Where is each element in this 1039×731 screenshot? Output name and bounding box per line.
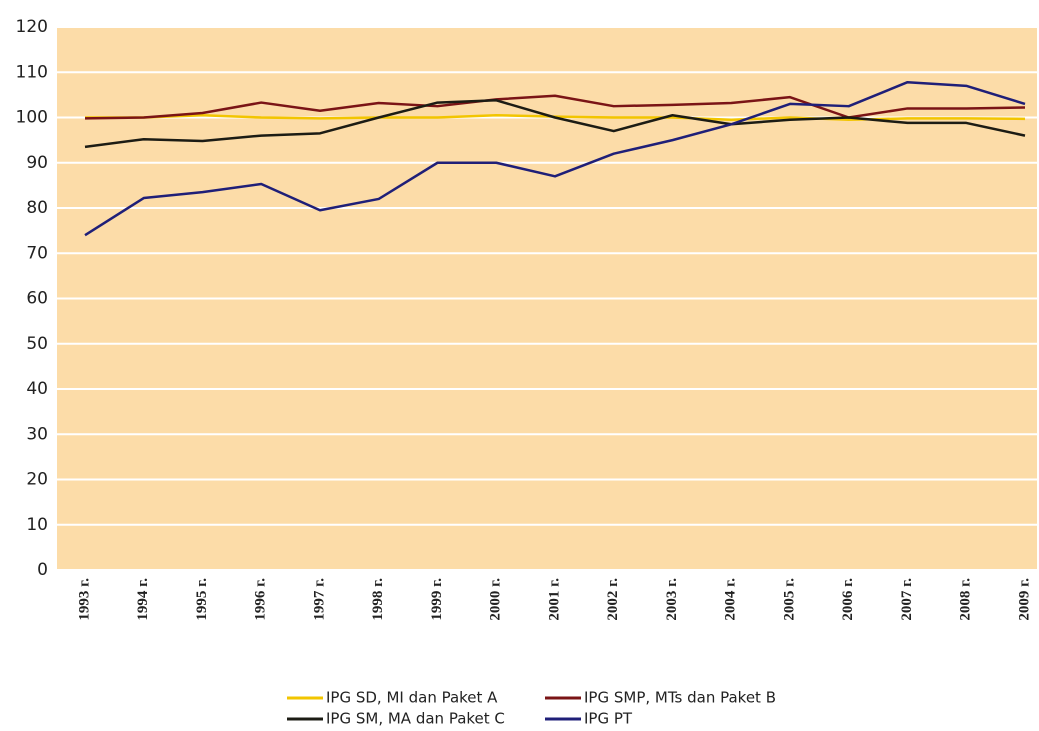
x-tick-label: 2001 г.	[546, 578, 562, 621]
x-tick-label: 2007 г.	[899, 578, 915, 621]
y-tick-label: 10	[26, 515, 48, 535]
y-tick-label: 20	[26, 470, 48, 490]
legend-label: IPG PT	[584, 710, 633, 728]
x-tick-label: 2000 г.	[488, 578, 504, 621]
y-tick-label: 30	[26, 424, 48, 444]
x-tick-label: 1997 г.	[311, 578, 327, 621]
y-tick-label: 120	[16, 17, 48, 37]
x-tick-label: 2005 г.	[781, 578, 797, 621]
y-tick-label: 0	[37, 560, 48, 580]
y-tick-label: 110	[16, 62, 48, 82]
x-tick-label: 1998 г.	[370, 578, 386, 621]
x-tick-label: 2004 г.	[723, 578, 739, 621]
y-tick-label: 90	[26, 153, 48, 173]
x-tick-label: 2006 г.	[840, 578, 856, 621]
x-tick-label: 1999 г.	[429, 578, 445, 621]
x-tick-label: 1996 г.	[253, 578, 269, 621]
series-line	[84, 94, 1026, 120]
y-tick-label: 100	[16, 108, 48, 128]
x-tick-label: 1993 г.	[76, 578, 92, 621]
x-tick-label: 2002 г.	[605, 578, 621, 621]
x-tick-label: 2008 г.	[958, 578, 974, 621]
x-tick-label: 2009 г.	[1016, 578, 1032, 621]
y-tick-label: 80	[26, 198, 48, 218]
series-line	[84, 99, 1026, 149]
y-tick-label: 50	[26, 334, 48, 354]
x-tick-label: 1995 г.	[194, 578, 210, 621]
x-tick-label: 1994 г.	[135, 578, 151, 621]
legend-label: IPG SMP, MTs dan Paket B	[584, 689, 776, 707]
legend-label: IPG SM, MA dan Paket C	[326, 710, 505, 728]
y-tick-label: 40	[26, 379, 48, 399]
series-line	[84, 80, 1026, 237]
legend-label: IPG SD, MI dan Paket A	[326, 689, 498, 707]
x-tick-label: 2003 г.	[664, 578, 680, 621]
y-tick-label: 60	[26, 289, 48, 309]
y-tick-label: 70	[26, 243, 48, 263]
